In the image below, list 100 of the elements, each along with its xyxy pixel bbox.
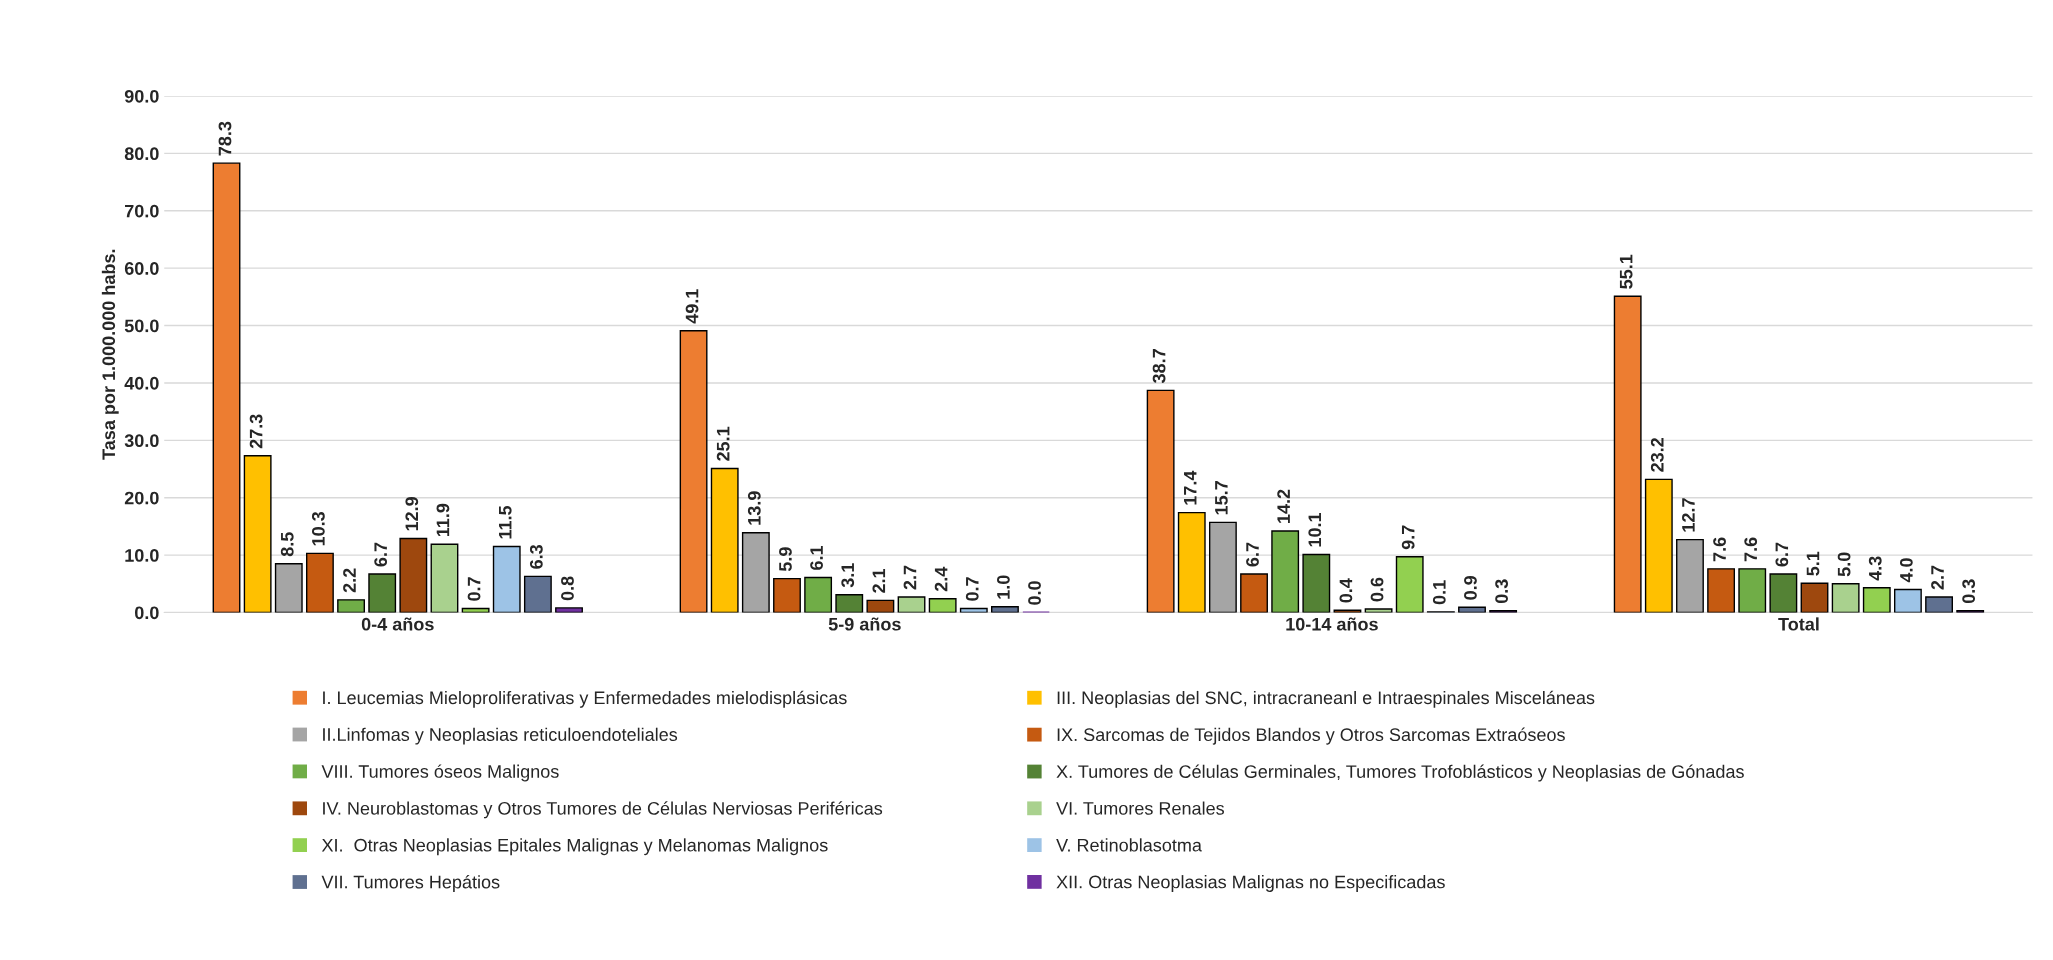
data-label: 7.6 (1744, 537, 1758, 562)
y-tick-label: 70.0 (125, 204, 159, 218)
data-label: 5.1 (1806, 551, 1820, 576)
legend-label: I. Leucemias Mieloproliferativas y Enfermedades mielodisplásicas (323, 690, 847, 708)
y-tick-label: 60.0 (124, 262, 159, 275)
data-label: 2.7 (1931, 565, 1944, 590)
bar (835, 593, 864, 613)
data-label: 13.9 (747, 491, 761, 525)
legend-label: XI. Otras Neoplasias Epitales Malignas y Melanomas Malignos (321, 838, 828, 856)
data-label: 2.4 (934, 566, 948, 592)
bar (1302, 553, 1331, 613)
bar (1893, 588, 1922, 613)
bar (399, 537, 428, 613)
data-label: 0.7 (467, 577, 481, 601)
data-label: 0.6 (1370, 577, 1384, 602)
bar (1800, 582, 1829, 613)
y-tick-label: 90.0 (124, 89, 159, 103)
bar (337, 599, 365, 613)
data-label: 12.7 (1682, 498, 1695, 532)
bar (212, 162, 241, 613)
legend-label: XII. Otras Neoplasias Malignas no Especificadas (1056, 875, 1445, 892)
bar (1146, 389, 1175, 613)
bar (430, 543, 459, 613)
legend-label: IV. Neuroblastomas y Otros Tumores de Células Nerviosas Periféricas (323, 801, 883, 819)
data-label: 14.2 (1277, 489, 1290, 523)
bar (773, 577, 801, 613)
data-label: 15.7 (1215, 481, 1228, 515)
bar (1613, 295, 1642, 613)
data-label: 1.0 (997, 575, 1010, 599)
bar (1925, 596, 1953, 613)
y-tick-label: 80.0 (124, 147, 159, 161)
bar (1644, 478, 1673, 613)
bar (1676, 538, 1704, 613)
data-label: 38.7 (1152, 349, 1166, 384)
data-label: 0.4 (1339, 578, 1353, 603)
bar (1769, 573, 1798, 613)
legend-label: VI. Tumores Renales (1056, 801, 1225, 815)
y-tick-label: 10.0 (125, 549, 159, 562)
x-tick-label: 5-9 años (828, 617, 901, 631)
y-axis-title: Tasa por 1.000.000 habs. (101, 249, 119, 460)
bar (243, 455, 272, 613)
data-label: 4.0 (1899, 558, 1913, 583)
data-label: 0.1 (1432, 580, 1446, 605)
data-label: 78.3 (218, 121, 232, 156)
data-label: 6.7 (374, 542, 388, 567)
bar (991, 606, 1019, 613)
bar (741, 532, 770, 613)
data-label: 23.2 (1650, 437, 1664, 472)
bar (1177, 511, 1206, 613)
bar (1862, 587, 1891, 613)
data-label: 17.4 (1184, 470, 1197, 505)
bar (1738, 568, 1767, 613)
legend-label: X. Tumores de Células Germinales, Tumores Trofoblásticos y Neoplasias de Gónadas (1056, 764, 1744, 782)
legend-label: III. Neoplasias del SNC, intracraneanl e Intraespinales Misceláneas (1057, 690, 1595, 708)
data-label: 55.1 (1619, 254, 1633, 289)
bar (555, 607, 583, 613)
x-tick-label: 10-14 años (1286, 617, 1378, 631)
bar (1333, 609, 1362, 613)
y-tick-label: 0.0 (135, 606, 159, 620)
data-label: 27.3 (249, 414, 263, 449)
data-label: 2.1 (872, 568, 886, 593)
data-label: 8.5 (280, 532, 294, 557)
bar (1240, 573, 1268, 613)
data-label: 11.5 (499, 505, 512, 539)
y-tick-label: 30.0 (124, 434, 159, 448)
bar (1395, 556, 1424, 613)
data-label: 6.1 (810, 545, 823, 570)
legend-label: VIII. Tumores óseos Malignos (321, 764, 559, 782)
data-label: 49.1 (685, 289, 699, 324)
data-label: 3.1 (841, 563, 855, 588)
data-label: 2.7 (903, 565, 917, 590)
data-label: 6.3 (529, 544, 543, 569)
data-label: 0.9 (1464, 575, 1477, 600)
data-label: 0.0 (1028, 581, 1041, 605)
data-label: 9.7 (1401, 525, 1415, 550)
bar (274, 563, 303, 613)
y-tick-label: 50.0 (124, 319, 159, 333)
data-label: 0.3 (1495, 579, 1509, 604)
bar (1208, 521, 1237, 613)
data-label: 2.2 (343, 568, 356, 593)
legend-label: II.Linfomas y Neoplasias reticuloendoteliales (323, 727, 678, 745)
bar (679, 330, 708, 613)
bar (1831, 583, 1860, 613)
y-tick-label: 40.0 (124, 376, 159, 390)
bar (492, 545, 521, 613)
data-label: 0.7 (965, 577, 979, 601)
legend-label: VII. Tumores Hepátios (321, 875, 500, 893)
legend-label: V. Retinoblasotma (1056, 838, 1202, 852)
bar (804, 576, 833, 613)
bar (305, 552, 334, 613)
bar (866, 599, 895, 613)
data-label: 5.9 (779, 547, 792, 572)
data-label: 25.1 (716, 426, 730, 461)
data-label: 7.6 (1713, 537, 1726, 562)
bar (368, 573, 397, 613)
data-label: 6.7 (1775, 542, 1789, 567)
bar (1707, 568, 1736, 613)
data-label: 12.9 (405, 497, 419, 531)
bar (523, 575, 552, 613)
data-label: 10.3 (311, 511, 325, 546)
